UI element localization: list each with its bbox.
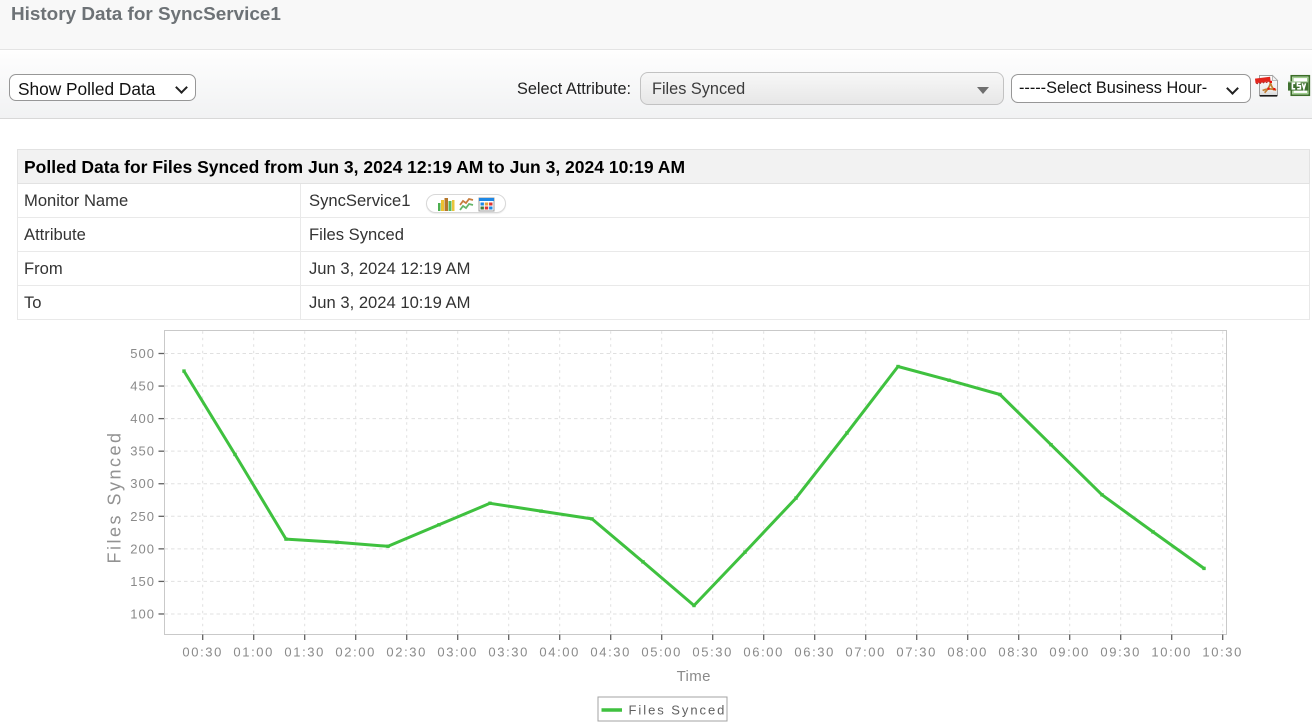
svg-text:04:00: 04:00 <box>539 645 580 660</box>
svg-text:350: 350 <box>130 444 155 459</box>
svg-text:10:30: 10:30 <box>1202 645 1243 660</box>
svg-text:00:30: 00:30 <box>182 645 223 660</box>
svg-text:01:30: 01:30 <box>284 645 325 660</box>
svg-text:400: 400 <box>130 411 155 426</box>
svg-text:08:30: 08:30 <box>998 645 1039 660</box>
svg-text:02:30: 02:30 <box>386 645 427 660</box>
svg-text:450: 450 <box>130 379 155 394</box>
svg-text:500: 500 <box>130 346 155 361</box>
svg-text:200: 200 <box>130 541 155 556</box>
svg-text:06:30: 06:30 <box>794 645 835 660</box>
svg-text:04:30: 04:30 <box>590 645 631 660</box>
svg-text:250: 250 <box>130 509 155 524</box>
svg-text:Time: Time <box>677 668 711 685</box>
svg-text:05:30: 05:30 <box>692 645 733 660</box>
svg-text:02:00: 02:00 <box>335 645 376 660</box>
svg-text:03:30: 03:30 <box>488 645 529 660</box>
svg-text:300: 300 <box>130 476 155 491</box>
svg-text:01:00: 01:00 <box>233 645 274 660</box>
svg-text:09:00: 09:00 <box>1049 645 1090 660</box>
svg-text:05:00: 05:00 <box>641 645 682 660</box>
svg-text:09:30: 09:30 <box>1100 645 1141 660</box>
svg-text:Files Synced: Files Synced <box>105 430 125 563</box>
svg-text:03:00: 03:00 <box>437 645 478 660</box>
svg-text:08:00: 08:00 <box>947 645 988 660</box>
svg-text:06:00: 06:00 <box>743 645 784 660</box>
svg-text:100: 100 <box>130 606 155 621</box>
svg-text:07:30: 07:30 <box>896 645 937 660</box>
svg-text:07:00: 07:00 <box>845 645 886 660</box>
svg-text:Files Synced: Files Synced <box>629 703 727 718</box>
svg-text:10:00: 10:00 <box>1151 645 1192 660</box>
svg-text:150: 150 <box>130 574 155 589</box>
